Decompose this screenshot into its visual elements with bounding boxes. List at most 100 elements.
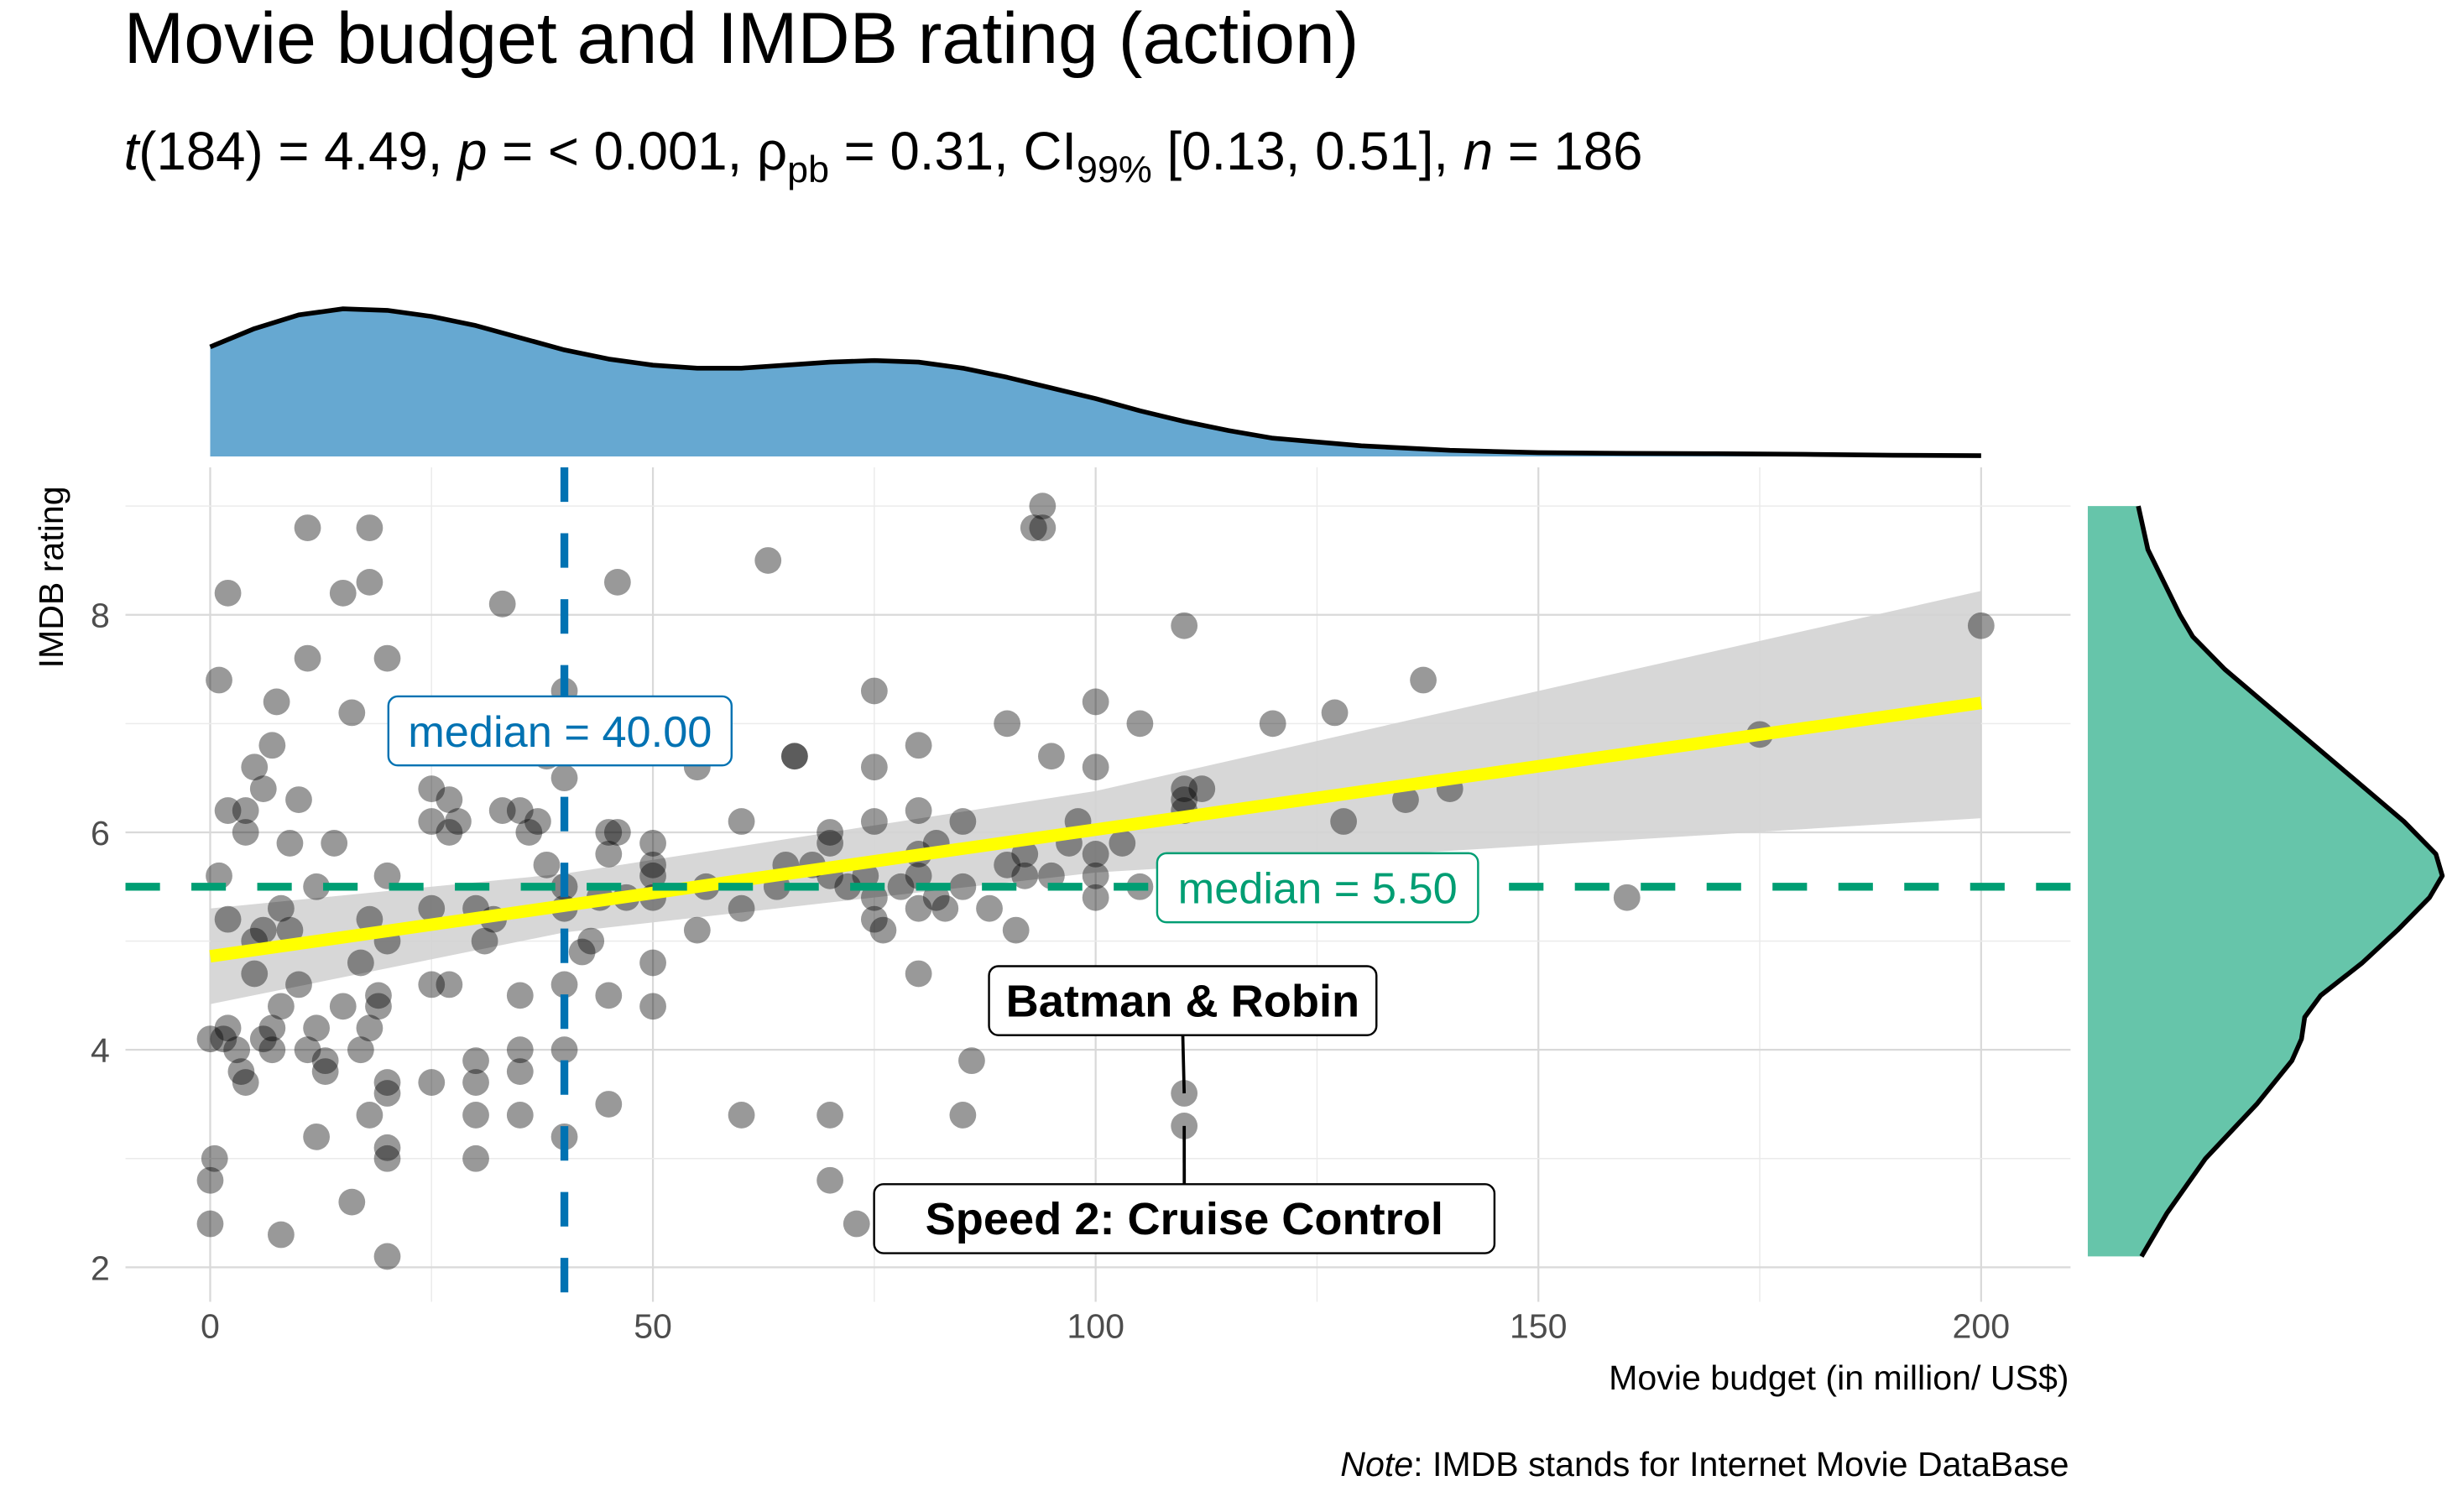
scatter-point	[241, 960, 269, 988]
y-axis-title: IMDB rating	[32, 486, 70, 668]
scatter-point	[905, 797, 932, 824]
x-tick-label: 0	[201, 1307, 220, 1346]
scatter-point	[1082, 753, 1109, 781]
scatter-point	[1188, 775, 1216, 803]
scatter-point	[1171, 612, 1198, 639]
scatter-point	[550, 1036, 578, 1064]
x-median-label-box	[387, 695, 733, 767]
scatter-point	[462, 1047, 489, 1075]
x-tick-label: 50	[634, 1307, 672, 1346]
label-box	[873, 1183, 1496, 1254]
scatter-point	[577, 927, 605, 955]
scatter-point	[1082, 862, 1109, 889]
x-tick-label: 100	[1067, 1307, 1124, 1346]
y-tick-label: 8	[91, 597, 110, 635]
scatter-point	[488, 797, 516, 824]
scatter-point	[568, 938, 596, 966]
scatter-point	[994, 710, 1021, 738]
scatter-point	[949, 1102, 977, 1129]
scatter-point	[595, 819, 623, 846]
scatter-point	[728, 808, 755, 835]
scatter-point	[603, 568, 631, 596]
scatter-point	[294, 644, 321, 672]
scatter-point	[1171, 775, 1198, 803]
scatter-point	[303, 1123, 330, 1150]
scatter-point	[639, 862, 666, 889]
subtitle-df: 184	[156, 122, 245, 181]
scatter-point	[196, 1025, 224, 1053]
scatter-point	[356, 1102, 383, 1129]
scatter-point	[373, 1080, 401, 1107]
scatter-point	[418, 1069, 446, 1096]
scatter-point	[214, 579, 242, 607]
scatter-point	[931, 894, 959, 922]
scatter-point	[905, 862, 932, 889]
scatter-point	[206, 666, 232, 694]
label-text: Speed 2: Cruise Control	[926, 1194, 1443, 1244]
scatter-point	[214, 797, 242, 824]
scatter-point	[258, 732, 286, 759]
scatter-point	[595, 1091, 623, 1118]
scatter-point	[905, 894, 932, 922]
scatter-point	[1126, 710, 1154, 738]
scatter-point	[436, 971, 463, 998]
scatter-points	[196, 493, 1995, 1270]
scatter-point	[860, 884, 888, 911]
scatter-point	[462, 1144, 489, 1172]
scatter-point	[1002, 916, 1030, 944]
scatter-point	[949, 808, 977, 835]
scatter-point	[249, 1025, 277, 1053]
scatter-point	[994, 851, 1021, 879]
scatter-point	[506, 1036, 534, 1064]
scatter-point	[373, 1069, 401, 1096]
scatter-point	[241, 753, 269, 781]
scatter-point	[462, 1102, 489, 1129]
scatter-point	[905, 732, 932, 759]
scatter-point	[639, 851, 666, 879]
scatter-point	[1020, 514, 1047, 541]
subtitle-ci: [0.13, 0.51]	[1166, 122, 1433, 181]
point-label: Speed 2: Cruise Control	[873, 1125, 1496, 1254]
scatter-point	[373, 862, 401, 889]
scatter-point	[276, 830, 304, 857]
scatter-point	[817, 1102, 843, 1129]
scatter-point	[268, 894, 295, 922]
scatter-point	[232, 797, 259, 824]
chart-title: Movie budget and IMDB rating (action)	[124, 0, 1359, 79]
scatter-point	[817, 830, 843, 857]
label-box	[988, 965, 1378, 1036]
ci-band	[210, 591, 1981, 1004]
scatter-point	[365, 982, 392, 1009]
scatter-point	[338, 699, 366, 727]
scatter-point	[922, 884, 950, 911]
regression-group	[209, 696, 1982, 963]
scatter-point	[1038, 862, 1065, 889]
subtitle-ci-level: 99%	[1077, 148, 1152, 190]
scatter-point	[303, 1014, 330, 1042]
x-axis-title: Movie budget (in million/ US$)	[1609, 1358, 2069, 1397]
y-density-line	[2136, 505, 2445, 1258]
label-connector	[1181, 1031, 1187, 1094]
scatter-point	[232, 1069, 259, 1096]
scatter-point	[1082, 884, 1109, 911]
scatter-point	[1082, 841, 1109, 868]
chart-subtitle: t(184) = 4.49, p = < 0.001, ρpb = 0.31, …	[124, 122, 1643, 190]
y-median-label: median = 5.50	[1156, 852, 1479, 924]
label-text: Batman & Robin	[1006, 976, 1359, 1026]
scatter-point	[506, 1102, 534, 1129]
scatter-point	[728, 1102, 755, 1129]
scatter-point	[436, 786, 463, 813]
scatter-point	[887, 873, 915, 900]
scatter-point	[294, 514, 321, 541]
scatter-point	[347, 949, 374, 977]
scatter-point	[338, 1188, 366, 1216]
scatter-point	[550, 764, 578, 792]
y-tick-label: 2	[91, 1249, 110, 1287]
x-density-area	[210, 309, 1981, 456]
scatter-point	[834, 873, 862, 900]
scatter-point	[356, 1014, 383, 1042]
scatter-point	[436, 819, 463, 846]
point-label: Batman & Robin	[988, 965, 1378, 1094]
scatter-point	[294, 1036, 321, 1064]
